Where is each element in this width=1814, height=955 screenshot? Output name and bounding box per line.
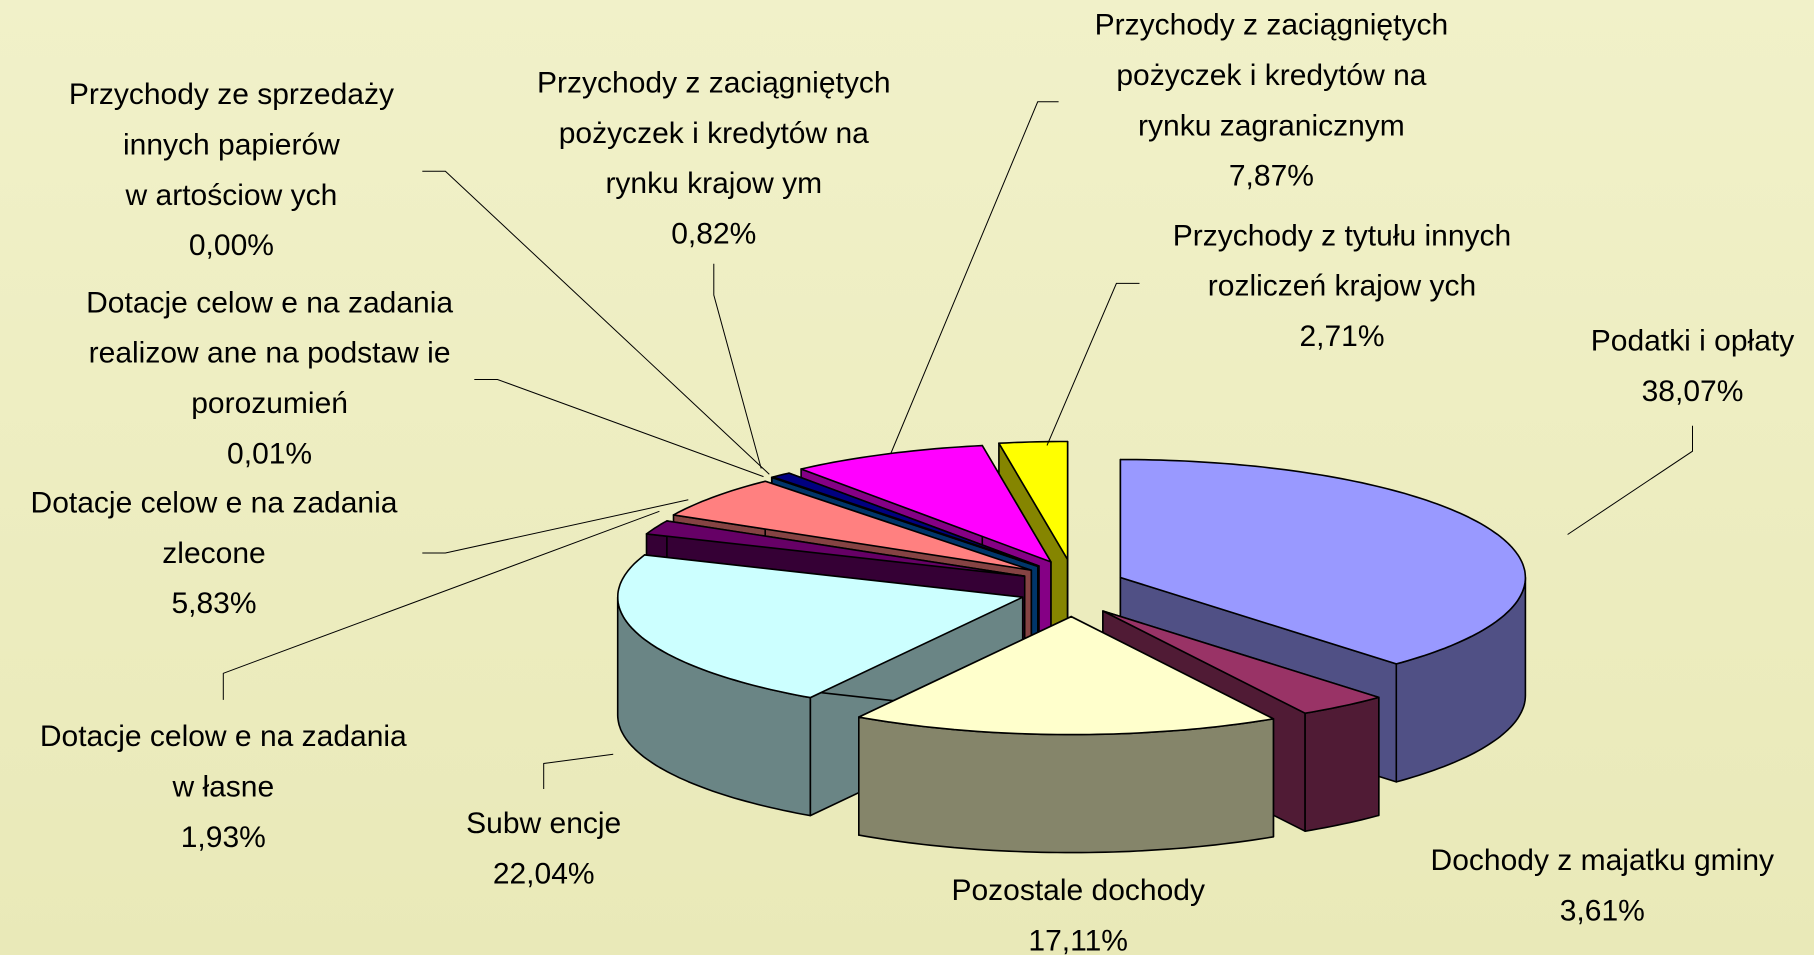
leader-line [422, 499, 689, 554]
slice-name: pożyczek i kredytów na [1116, 59, 1426, 92]
slice-outer-wall [1304, 696, 1380, 832]
slice-value-label: 0,82% [671, 218, 756, 251]
leader-line [713, 263, 762, 469]
pie-tops [617, 440, 1527, 736]
slice-name: rynku zagranicznym [1138, 109, 1405, 142]
slice-name: rozliczeń krajow ych [1208, 270, 1476, 303]
slice-label: Przychody z tytułu innych rozliczeń krajo… [1173, 219, 1511, 353]
slice-name: Przychody z zaciągniętych [537, 67, 891, 100]
slice-label: Podatki i opłaty 38,07% [1591, 325, 1794, 408]
leader-line [422, 170, 770, 475]
slice-value-label: 38,07% [1642, 375, 1744, 408]
slice-value-label: 2,71% [1299, 320, 1384, 353]
slice-name: Pozostale dochody [951, 874, 1205, 907]
slice [998, 440, 1069, 561]
leader-line [1567, 425, 1693, 535]
slice-outer-wall [858, 716, 1275, 854]
slice-label: Przychody z zaciągniętych pożyczek i kred… [537, 67, 891, 251]
slice-value-label: 3,61% [1560, 894, 1645, 927]
slice-name: porozumień [191, 387, 348, 420]
slice-name: Dochody z majatku gminy [1431, 844, 1774, 877]
labels: Podatki i opłaty 38,07% Dochody z majatku … [31, 9, 1795, 955]
slice-name: zlecone [162, 537, 265, 570]
slice-name: Dotacje celow e na zadania [40, 720, 407, 753]
slice-name: Przychody ze sprzedaży [69, 78, 394, 111]
leader-line [222, 510, 660, 700]
slice-name: Subw encje [466, 807, 621, 840]
slice-name: Dotacje celow e na zadania [86, 286, 453, 319]
slice-label: Pozostale dochody 17,11% [951, 874, 1205, 955]
leader-line [543, 753, 614, 789]
slice-name: Dotacje celow e na zadania [31, 487, 398, 520]
slice [858, 615, 1275, 736]
slice-value-label: 1,93% [181, 821, 266, 854]
slice-value-label: 17,11% [1028, 924, 1128, 955]
leader-line [474, 379, 764, 478]
slice-label: Przychody z zaciągniętych pożyczek i kred… [1095, 9, 1449, 193]
slice-value-label: 22,04% [493, 857, 595, 890]
slice-name: Przychody z tytułu innych [1173, 219, 1511, 252]
slice-label: Dochody z majatku gminy 3,61% [1431, 844, 1774, 927]
leader-line [890, 101, 1059, 454]
slice-value-label: 7,87% [1229, 160, 1314, 193]
slice-label: Subw encje 22,04% [466, 807, 621, 890]
slice-label: Dotacje celow e na zadania w łasne 1,93% [40, 720, 407, 854]
slice-label: Przychody ze sprzedaży innych papierów w a… [69, 78, 394, 262]
slice [617, 554, 1024, 699]
slice-name: w łasne [171, 771, 274, 804]
slice [672, 480, 1033, 571]
slice-label: Dotacje celow e na zadania realizow ane n… [86, 286, 453, 470]
slice [770, 476, 1039, 568]
slice-value-label: 0,01% [227, 437, 312, 470]
slice [1102, 610, 1380, 714]
slice-name: rynku krajow ym [605, 167, 822, 200]
slice [1119, 458, 1527, 665]
slice-name: pożyczek i kredytów na [559, 117, 869, 150]
slice-name: Przychody z zaciągniętych [1095, 9, 1449, 42]
slice-name: Podatki i opłaty [1591, 325, 1794, 358]
slice-name: w artościow ych [125, 179, 338, 212]
leader-line [1046, 282, 1140, 446]
slice [800, 444, 1052, 563]
slice-name: realizow ane na podstaw ie [89, 337, 451, 370]
slice [645, 520, 1026, 577]
slice-name: innych papierów [123, 128, 340, 161]
slice-value-label: 0,00% [189, 229, 274, 262]
slice-label: Dotacje celow e na zadania zlecone 5,83% [31, 487, 398, 621]
slice-value-label: 5,83% [171, 587, 256, 620]
